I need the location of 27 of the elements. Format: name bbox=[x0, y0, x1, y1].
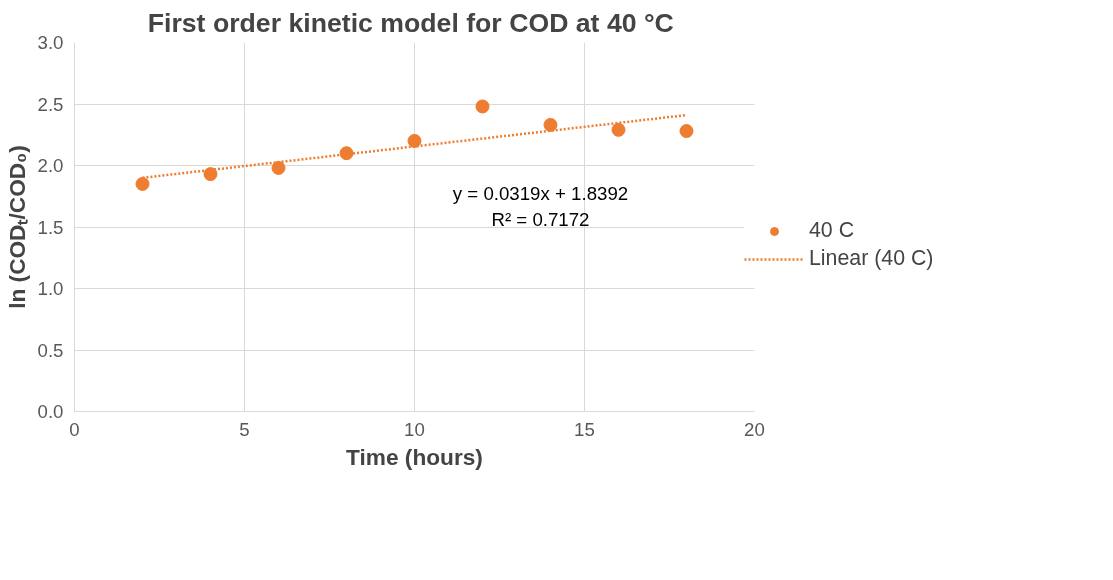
y-axis-title: ln (CODₜ/COD₀) bbox=[3, 145, 30, 309]
point bbox=[475, 99, 490, 114]
x-tick-label: 20 bbox=[744, 418, 765, 440]
point bbox=[203, 167, 218, 182]
chart-title: First order kinetic model for COD at 40 °C bbox=[147, 7, 674, 38]
y-tick-label: 2.0 bbox=[37, 155, 64, 176]
point bbox=[271, 160, 286, 175]
point bbox=[407, 133, 422, 148]
x-tick-label: 15 bbox=[574, 418, 595, 440]
legend-label: 40 C bbox=[809, 218, 856, 243]
x-axis-title: Time (hours) bbox=[346, 443, 483, 470]
legend-label: Linear (40 C) bbox=[809, 246, 935, 271]
point bbox=[679, 124, 694, 139]
point bbox=[135, 176, 150, 191]
annotation: y = 0.0319x + 1.8392 R² = 0.7172 bbox=[452, 183, 629, 230]
y-tick-label: 3.0 bbox=[37, 32, 64, 53]
point bbox=[543, 117, 558, 132]
y-tick-label: 1.0 bbox=[37, 278, 64, 299]
y-tick-label: 0.5 bbox=[37, 339, 64, 361]
point bbox=[339, 146, 354, 161]
x-tick-label: 5 bbox=[239, 418, 250, 440]
y-tick-label: 2.5 bbox=[37, 93, 64, 115]
x-tick-label: 10 bbox=[404, 418, 425, 440]
x-tick-label: 0 bbox=[69, 418, 80, 440]
point bbox=[611, 122, 626, 137]
y-tick-label: 0.0 bbox=[37, 401, 64, 422]
y-tick-label: 1.5 bbox=[37, 216, 64, 238]
